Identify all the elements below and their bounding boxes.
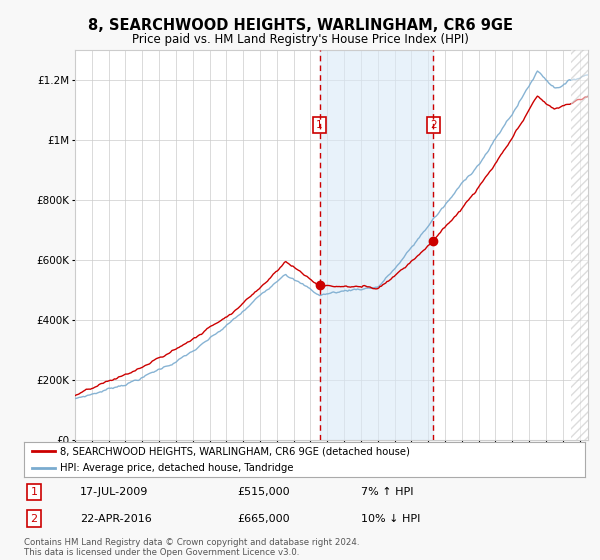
Text: 10% ↓ HPI: 10% ↓ HPI xyxy=(361,514,420,524)
Text: £515,000: £515,000 xyxy=(237,487,290,497)
Text: 8, SEARCHWOOD HEIGHTS, WARLINGHAM, CR6 9GE (detached house): 8, SEARCHWOOD HEIGHTS, WARLINGHAM, CR6 9… xyxy=(61,446,410,456)
Text: 1: 1 xyxy=(316,120,323,130)
Text: 7% ↑ HPI: 7% ↑ HPI xyxy=(361,487,413,497)
Text: 1: 1 xyxy=(31,487,38,497)
Text: 2: 2 xyxy=(31,514,38,524)
Text: 17-JUL-2009: 17-JUL-2009 xyxy=(80,487,148,497)
Text: £665,000: £665,000 xyxy=(237,514,290,524)
Text: Price paid vs. HM Land Registry's House Price Index (HPI): Price paid vs. HM Land Registry's House … xyxy=(131,32,469,46)
Bar xyxy=(571,50,596,440)
Text: 22-APR-2016: 22-APR-2016 xyxy=(80,514,152,524)
Text: 8, SEARCHWOOD HEIGHTS, WARLINGHAM, CR6 9GE: 8, SEARCHWOOD HEIGHTS, WARLINGHAM, CR6 9… xyxy=(88,18,512,32)
Text: 2: 2 xyxy=(430,120,436,130)
Bar xyxy=(320,50,433,440)
Text: HPI: Average price, detached house, Tandridge: HPI: Average price, detached house, Tand… xyxy=(61,464,294,473)
Text: Contains HM Land Registry data © Crown copyright and database right 2024.
This d: Contains HM Land Registry data © Crown c… xyxy=(24,538,359,557)
